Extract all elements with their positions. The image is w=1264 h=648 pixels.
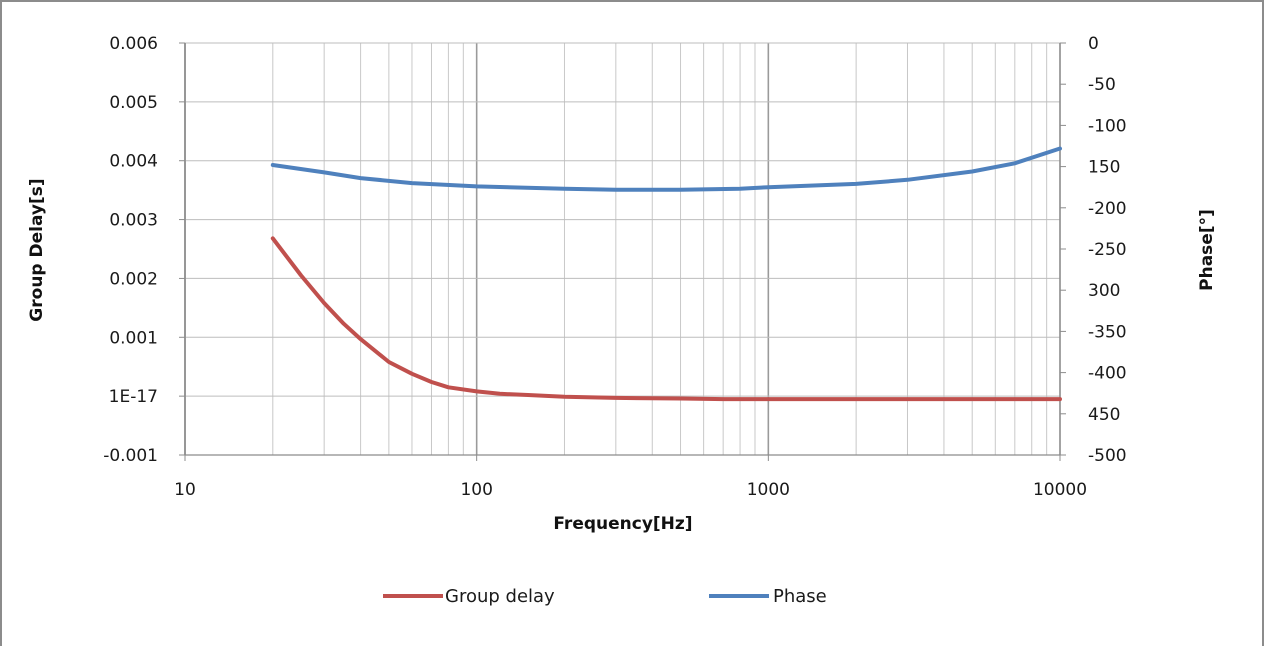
right-tick-label: -100: [1088, 116, 1127, 136]
left-tick-label: 0.003: [109, 211, 158, 231]
right-tick-label: 300: [1088, 281, 1120, 301]
right-tick-label: -50: [1088, 75, 1116, 95]
right-tick-label: -350: [1088, 322, 1127, 342]
gridlines: [185, 43, 1060, 455]
right-axis-title: Phase[°]: [1197, 209, 1217, 291]
right-tick-label: -400: [1088, 364, 1127, 384]
left-tick-label: 0.004: [109, 152, 158, 172]
x-tick-label: 100: [460, 480, 492, 500]
plot-border: [185, 43, 1060, 455]
legend-label-group-delay: Group delay: [445, 586, 555, 607]
series-group-delay: [273, 238, 1060, 399]
left-tick-label: 0.002: [109, 269, 158, 289]
right-tick-label: -500: [1088, 446, 1127, 466]
left-tick-label: 1E-17: [109, 387, 158, 407]
left-axis-ticks: -0.001 1E-17 0.001 0.002 0.003 0.004 0.005 0.00…: [103, 34, 185, 466]
right-tick-label: 150: [1088, 158, 1120, 178]
series-layer: [273, 148, 1060, 399]
right-tick-label: -200: [1088, 199, 1127, 219]
left-tick-label: -0.001: [103, 446, 158, 466]
x-tick-label: 10: [174, 480, 196, 500]
right-tick-label: -250: [1088, 240, 1127, 260]
left-axis-title: Group Delay[s]: [27, 178, 47, 321]
x-tick-label: 10000: [1033, 480, 1087, 500]
x-axis-title: Frequency[Hz]: [553, 514, 692, 534]
x-tick-label: 1000: [747, 480, 790, 500]
legend: Group delay Phase: [383, 586, 827, 607]
x-axis-ticks: 10 100 1000 10000: [174, 455, 1087, 500]
series-phase: [273, 148, 1060, 189]
series-line-group-delay: [273, 238, 1060, 399]
left-tick-label: 0.006: [109, 34, 158, 54]
left-tick-label: 0.005: [109, 93, 158, 113]
right-tick-label: 450: [1088, 405, 1120, 425]
series-line-phase: [273, 149, 1060, 190]
legend-label-phase: Phase: [773, 586, 827, 607]
right-tick-label: 0: [1088, 34, 1099, 54]
left-tick-label: 0.001: [109, 328, 158, 348]
